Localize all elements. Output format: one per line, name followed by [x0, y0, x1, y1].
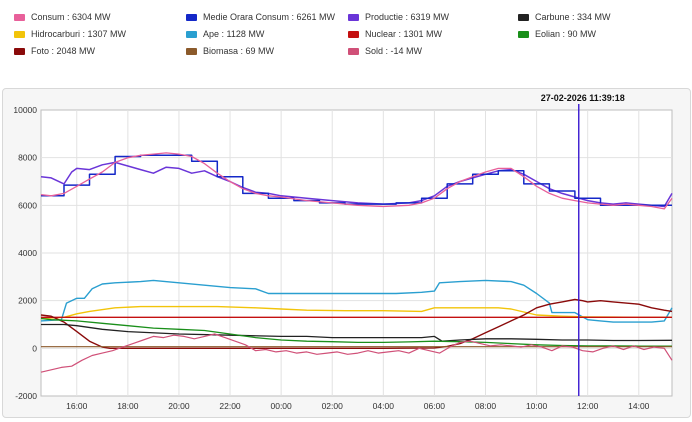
chart-panel: -2000 0 2000 4000 6000 8000 10000 16:00 18:00 20…	[2, 88, 691, 418]
legend-label: Eolian : 90 MW	[535, 29, 597, 39]
legend-item[interactable]: Carbune : 334 MW	[518, 10, 611, 24]
legend-item[interactable]: Nuclear : 1301 MW	[348, 27, 442, 41]
legend-swatch	[186, 13, 197, 21]
x-tick-label: 08:00	[475, 401, 497, 411]
legend-label: Nuclear : 1301 MW	[365, 29, 443, 39]
x-tick-label: 18:00	[117, 401, 139, 411]
y-tick-label: 2000	[18, 296, 37, 306]
y-tick-label: 6000	[18, 200, 37, 210]
chart-svg: -2000 0 2000 4000 6000 8000 10000 16:00 18:00 20…	[13, 93, 673, 411]
legend-item[interactable]: Foto : 2048 MW	[14, 44, 95, 58]
legend-label: Biomasa : 69 MW	[203, 46, 275, 56]
legend-swatch	[348, 47, 359, 55]
y-tick-label: 0	[32, 343, 37, 353]
legend-label: Foto : 2048 MW	[31, 46, 96, 56]
legend-label: Productie : 6319 MW	[365, 12, 450, 22]
x-axis: 16:00 18:00 20:00 22:00 00:00 02:00 04:00 06:00…	[66, 401, 650, 411]
legend-label: Carbune : 334 MW	[535, 12, 611, 22]
legend-label: Medie Orara Consum : 6261 MW	[203, 12, 336, 22]
legend-swatch	[348, 13, 359, 21]
cursor-label: 27-02-2026 11:39:18	[541, 93, 625, 103]
x-tick-label: 14:00	[628, 401, 650, 411]
legend-swatch	[186, 47, 197, 55]
legend-swatch	[186, 30, 197, 38]
x-tick-label: 10:00	[526, 401, 548, 411]
series-line-carbune	[41, 323, 673, 342]
series-lines	[40, 152, 673, 373]
y-axis: -2000 0 2000 4000 6000 8000 10000	[13, 105, 37, 401]
y-tick-label: 10000	[13, 105, 37, 115]
legend-item[interactable]: Ape : 1128 MW	[186, 27, 264, 41]
x-tick-label: 06:00	[424, 401, 446, 411]
legend-item[interactable]: Biomasa : 69 MW	[186, 44, 274, 58]
legend-swatch	[518, 13, 529, 21]
legend-label: Consum : 6304 MW	[31, 12, 111, 22]
legend-label: Ape : 1128 MW	[203, 29, 265, 39]
x-tick-label: 00:00	[270, 401, 292, 411]
legend-swatch	[14, 30, 25, 38]
legend-label: Sold : -14 MW	[365, 46, 423, 56]
y-tick-label: -2000	[15, 391, 37, 401]
x-tick-label: 12:00	[577, 401, 599, 411]
legend-item[interactable]: Eolian : 90 MW	[518, 27, 596, 41]
legend-item[interactable]: Sold : -14 MW	[348, 44, 422, 58]
series-line-consum	[40, 152, 673, 210]
legend-item[interactable]: Productie : 6319 MW	[348, 10, 449, 24]
chart-legend: Consum : 6304 MW Medie Orara Consum : 626…	[0, 0, 692, 62]
y-tick-label: 8000	[18, 153, 37, 163]
x-tick-label: 20:00	[168, 401, 190, 411]
series-line-sold	[40, 333, 673, 373]
legend-label: Hidrocarburi : 1307 MW	[31, 29, 127, 39]
x-tick-label: 02:00	[322, 401, 344, 411]
x-tick-label: 04:00	[373, 401, 395, 411]
time-cursor[interactable]: 27-02-2026 11:39:18	[541, 93, 625, 396]
legend-item[interactable]: Medie Orara Consum : 6261 MW	[186, 10, 335, 24]
legend-item[interactable]: Hidrocarburi : 1307 MW	[14, 27, 126, 41]
legend-swatch	[348, 30, 359, 38]
x-tick-label: 22:00	[219, 401, 241, 411]
legend-swatch	[14, 47, 25, 55]
series-line-ape	[40, 279, 673, 323]
series-line-hidrocarburi	[40, 305, 672, 320]
legend-item[interactable]: Consum : 6304 MW	[14, 10, 111, 24]
legend-swatch	[14, 13, 25, 21]
x-tick-label: 16:00	[66, 401, 88, 411]
y-tick-label: 4000	[18, 248, 37, 258]
legend-swatch	[518, 30, 529, 38]
series-line-eolian	[40, 317, 673, 347]
